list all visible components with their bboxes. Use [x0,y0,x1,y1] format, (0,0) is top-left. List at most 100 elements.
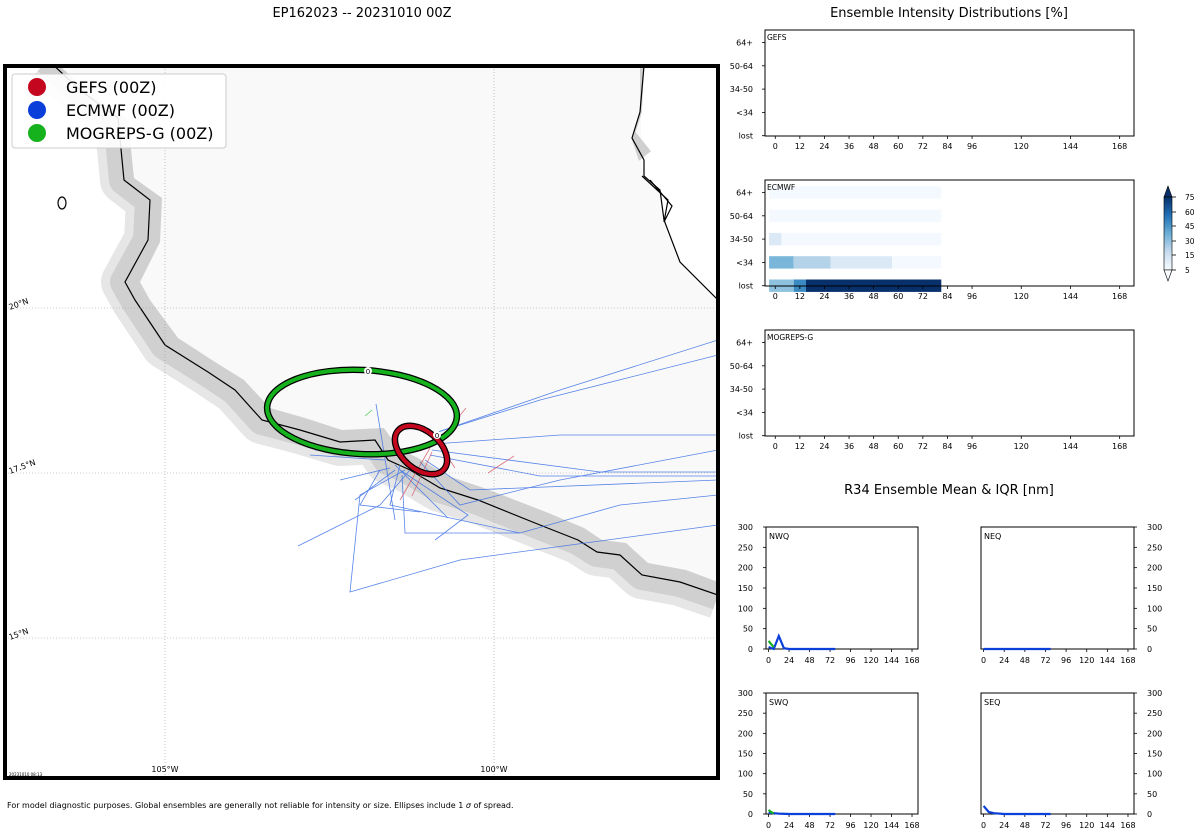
r34-series-line-1 [767,809,775,815]
ellipse-label-gefs: 0 [435,432,439,440]
x-tick-label: 84 [942,442,952,451]
panel-label: GEFS [767,33,787,42]
x-tick-label: 96 [967,442,977,451]
x-tick-label: 0 [981,656,986,665]
y-tick-label: <34 [736,108,753,117]
colorbar-tick-label: 5 [1185,266,1190,275]
lon-label-105w: 105°W [151,765,178,774]
colorbar-tick-label: 45 [1185,222,1195,231]
x-tick-label: 24 [999,656,1009,665]
y-tick-label: 250 [1147,543,1162,552]
x-tick-label: 72 [1040,821,1050,830]
colorbar-ticks: 75 60 45 30 15 5 [1172,193,1195,275]
x-tick-label: 24 [819,442,829,451]
intensity-panel-ecmwf: ECMWF 64+ 50-64 34-50 <34 lost 0 12 24 36 48 60 72 84… [730,179,1135,301]
x-tick-label: 48 [869,292,879,301]
y-tick-label: 50 [743,790,753,799]
heat-cell-34-27 [830,256,893,269]
panel-frame [765,692,919,815]
x-tick-label: 24 [784,821,794,830]
lon-label-100w: 100°W [480,765,507,774]
r34-series-line-0 [768,633,836,651]
y-tick-label: 250 [1147,709,1162,718]
x-tick-label: 84 [942,292,952,301]
intensity-panel-gefs: GEFS 64+ 50-64 34-50 <34 lost 0 12 24 36 48 60 72 84 9… [730,29,1135,151]
footnote: For model diagnostic purposes. Global en… [7,801,514,810]
panel-frame [980,692,1135,815]
x-tick-label: 120 [1014,292,1029,301]
x-tick-label: 144 [1100,656,1115,665]
intensity-title: Ensemble Intensity Distributions [%] [830,6,1068,21]
x-tick-label: 12 [795,442,805,451]
x-tick-label: 24 [784,656,794,665]
x-tick-label: 168 [1112,142,1127,151]
panel-label: SWQ [769,698,788,707]
x-tick-label: 0 [773,442,778,451]
coastline [53,66,718,596]
y-tick-label: 150 [738,750,753,759]
x-tick-label: 168 [1120,656,1135,665]
x-tick-label: 72 [918,442,928,451]
y-tick-label: 250 [738,543,753,552]
ellipse-labels: 0 0 [364,367,441,440]
y-tick-label: 150 [738,584,753,593]
x-tick-label: 60 [893,292,903,301]
y-tick-label: 50-64 [730,212,753,221]
x-tick-label: 0 [766,821,771,830]
x-tick-label: 96 [967,292,977,301]
x-tick-label: 144 [1063,142,1078,151]
legend-ecmwf-marker [28,101,46,119]
y-tick-label: 200 [1147,564,1162,573]
y-tick-label: lost [739,432,753,441]
y-tick-label: 200 [1147,729,1162,738]
intensity-panel-mogreps-g: MOGREPS-G 64+ 50-64 34-50 <34 lost 0 12 24 36 48 60… [730,329,1135,451]
x-tick-label: 12 [795,142,805,151]
y-tick-label: 100 [738,604,753,613]
y-tick-label: 64+ [736,39,753,48]
panel-frame [764,179,1135,287]
x-tick-label: 84 [942,142,952,151]
colorbar-tick-label: 15 [1185,251,1195,260]
map-frame [3,64,720,780]
y-tick-label: 0 [1147,645,1152,654]
y-tick-label: 100 [1147,770,1162,779]
x-tick-label: 120 [863,656,878,665]
x-tick-label: 120 [1014,142,1029,151]
map-legend: GEFS (00Z) ECMWF (00Z) MOGREPS-G (00Z) [11,73,227,149]
panel-frame [764,29,1135,137]
y-tick-label: 50 [743,625,753,634]
x-tick-label: 96 [1061,656,1071,665]
x-tick-label: 120 [1014,442,1029,451]
r34-series-line-1 [767,640,775,648]
y-tick-label: 250 [738,709,753,718]
y-tick-label: 300 [1147,523,1162,532]
colorbar-tick-label: 75 [1185,193,1195,202]
y-tick-label: 34-50 [730,235,753,244]
x-tick-label: 48 [804,656,814,665]
x-tick-label: 72 [1040,656,1050,665]
y-tick-label: 150 [1147,584,1162,593]
panel-frame [764,329,1135,437]
x-tick-label: 36 [844,142,854,151]
heat-cell-34-50--3 [769,232,782,246]
y-tick-label: 300 [1147,689,1162,698]
x-tick-label: 96 [845,821,855,830]
r34-panel-seq: SEQ 300 250 200 150 100 50 0 0 24 48 72 96 120 144 168 [980,689,1162,830]
y-tick-label: 200 [738,564,753,573]
x-tick-label: 120 [863,821,878,830]
y-tick-label: 50 [1147,790,1157,799]
colorbar-tick-label: 30 [1185,237,1195,246]
legend-gefs-marker [28,78,46,96]
x-tick-label: 168 [1112,292,1127,301]
panel-label: ECMWF [767,183,795,192]
storm-title: EP162023 -- 20231010 00Z [272,6,451,21]
panel-frame [980,526,1135,650]
y-tick-label: 50-64 [730,62,753,71]
x-tick-label: 168 [1112,442,1127,451]
x-tick-label: 48 [869,142,879,151]
x-tick-label: 36 [844,292,854,301]
x-tick-label: 24 [819,142,829,151]
x-tick-label: 0 [766,656,771,665]
x-tick-label: 24 [999,821,1009,830]
heat-cell-34--3 [769,256,794,269]
